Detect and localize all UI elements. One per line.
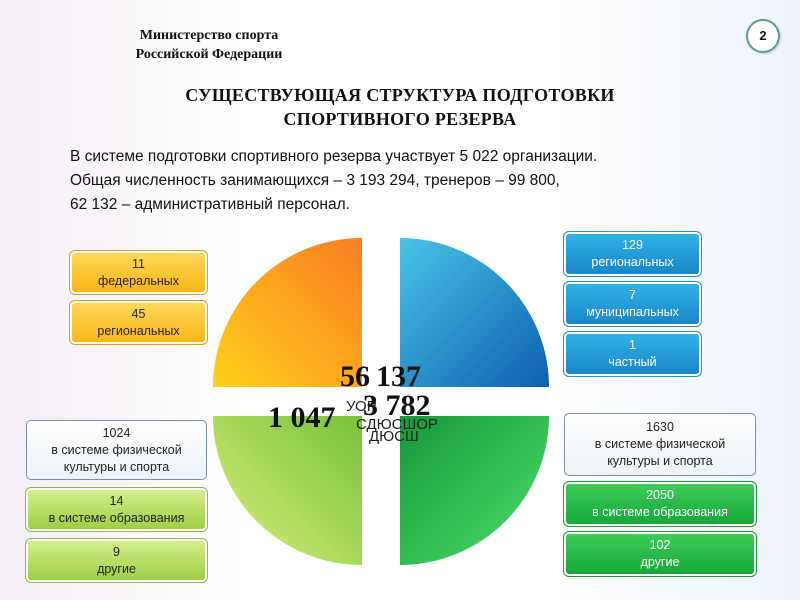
box-regional-left: 45 региональных [69,300,208,345]
box-private-number: 1 [629,338,636,352]
pie-value-bottom-left: 1 047 [268,401,336,434]
box-left-other: 9 другие [25,538,208,583]
box-regional-right: 129 региональных [563,231,702,277]
box-right-sport-system-number: 1630 [646,420,674,434]
ministry-header: Министерство спорта Российской Федерации [100,26,318,64]
pie-label-sdyushor: СДЮСШОР [356,416,438,433]
box-left-other-number: 9 [113,544,120,559]
box-federal: 11 федеральных [69,250,208,295]
box-right-education-text: в системе образования [592,505,728,519]
ministry-name-line2: Российской Федерации [135,47,283,62]
box-right-other: 102 другие [563,531,757,577]
box-right-other-number: 102 [649,538,671,552]
box-right-education: 2050 в системе образования [563,481,757,527]
box-right-sport-system-line1: в системе физической [594,437,726,451]
box-left-other-text: другие [97,561,136,576]
box-right-education-number: 2050 [646,488,674,502]
structure-pie [213,238,549,565]
page-title-line2: СПОРТИВНОГО РЕЗЕРВА [283,109,517,129]
page-title-line1: СУЩЕСТВУЮЩАЯ СТРУКТУРА ПОДГОТОВКИ [185,85,615,105]
box-private-text: частный [608,355,657,369]
pie-value-bottom-right: 3 782 [363,389,431,422]
pie-slice-lightgreen [213,416,362,565]
page-number-badge: 2 [746,19,780,53]
pie-label-uor: УОР [346,398,377,415]
intro-line2: Общая численность занимающихся – 3 193 2… [70,172,560,189]
pie-slice-green [400,416,549,565]
box-left-sport-system-number: 1024 [102,425,131,440]
box-left-education-number: 14 [109,493,124,508]
box-municipal: 7 муниципальных [563,281,702,327]
box-federal-number: 11 [132,256,145,271]
box-left-sport-system-line2: культуры и спорта [63,459,170,474]
box-municipal-number: 7 [629,288,636,302]
box-left-education: 14 в системе образования [25,487,208,532]
pie-value-top-left: 56 [340,360,370,393]
intro-paragraph: В системе подготовки спортивного резерва… [70,145,750,217]
box-right-other-text: другие [640,555,680,569]
box-federal-text: федеральных [97,273,180,288]
pie-slice-blue [400,238,549,387]
box-right-sport-system: 1630 в системе физической культуры и спо… [564,413,756,476]
box-regional-left-number: 45 [131,306,146,321]
page-title: СУЩЕСТВУЮЩАЯ СТРУКТУРА ПОДГОТОВКИ СПОРТИ… [120,83,680,131]
pie-value-top-right: 137 [376,360,421,393]
pie-label-dyush: ДЮСШ [369,428,419,445]
box-private: 1 частный [563,331,702,377]
box-left-sport-system: 1024 в системе физической культуры и спо… [26,420,207,480]
box-left-education-text: в системе образования [48,510,185,525]
box-regional-right-text: региональных [591,255,674,269]
pie-slice-orange [213,238,362,387]
intro-line3: 62 132 – административный персонал. [70,196,350,213]
ministry-name-line1: Министерство спорта [139,28,279,43]
box-regional-right-number: 129 [622,238,643,252]
box-municipal-text: муниципальных [586,305,679,319]
box-left-sport-system-line1: в системе физической [51,442,182,457]
intro-line1: В системе подготовки спортивного резерва… [70,148,598,165]
box-regional-left-text: региональных [97,323,180,338]
box-right-sport-system-line2: культуры и спорта [607,454,713,468]
